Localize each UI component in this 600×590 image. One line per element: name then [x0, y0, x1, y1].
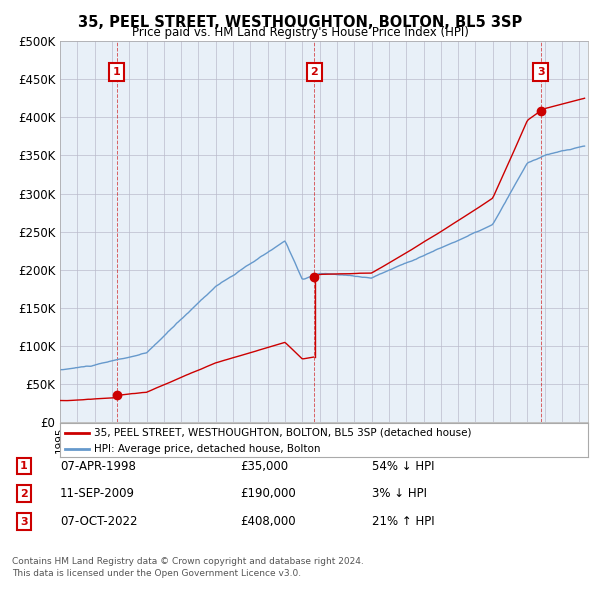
Text: 3: 3	[20, 517, 28, 526]
Text: £408,000: £408,000	[240, 515, 296, 528]
Text: Contains HM Land Registry data © Crown copyright and database right 2024.: Contains HM Land Registry data © Crown c…	[12, 558, 364, 566]
Text: Price paid vs. HM Land Registry's House Price Index (HPI): Price paid vs. HM Land Registry's House …	[131, 26, 469, 39]
Text: £35,000: £35,000	[240, 460, 288, 473]
Text: 35, PEEL STREET, WESTHOUGHTON, BOLTON, BL5 3SP: 35, PEEL STREET, WESTHOUGHTON, BOLTON, B…	[78, 15, 522, 30]
Text: 1: 1	[20, 461, 28, 471]
Text: 3: 3	[537, 67, 545, 77]
Text: 35, PEEL STREET, WESTHOUGHTON, BOLTON, BL5 3SP (detached house): 35, PEEL STREET, WESTHOUGHTON, BOLTON, B…	[94, 428, 472, 438]
Text: 07-APR-1998: 07-APR-1998	[60, 460, 136, 473]
Text: £190,000: £190,000	[240, 487, 296, 500]
Text: 11-SEP-2009: 11-SEP-2009	[60, 487, 135, 500]
Text: 2: 2	[20, 489, 28, 499]
Text: 3% ↓ HPI: 3% ↓ HPI	[372, 487, 427, 500]
Text: 54% ↓ HPI: 54% ↓ HPI	[372, 460, 434, 473]
Text: HPI: Average price, detached house, Bolton: HPI: Average price, detached house, Bolt…	[94, 444, 321, 454]
Text: 1: 1	[113, 67, 121, 77]
Text: 21% ↑ HPI: 21% ↑ HPI	[372, 515, 434, 528]
Text: This data is licensed under the Open Government Licence v3.0.: This data is licensed under the Open Gov…	[12, 569, 301, 578]
Text: 2: 2	[311, 67, 319, 77]
Text: 07-OCT-2022: 07-OCT-2022	[60, 515, 137, 528]
